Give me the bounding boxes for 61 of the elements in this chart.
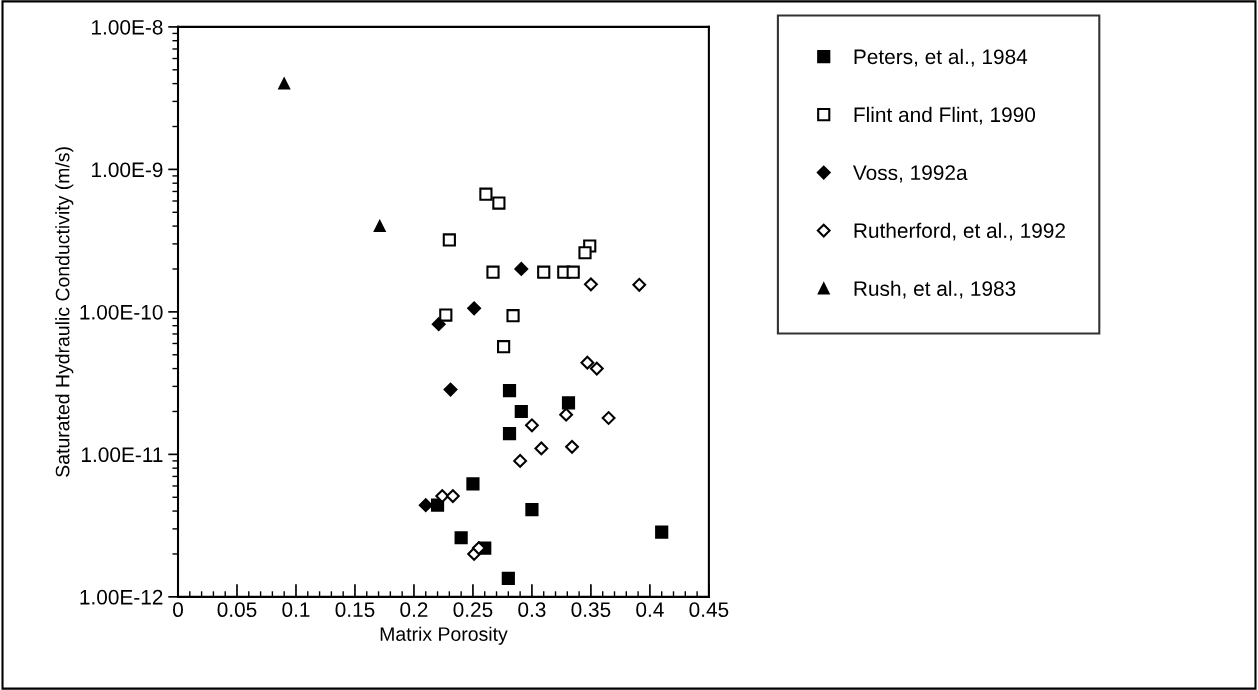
point: [497, 340, 511, 354]
point: [578, 246, 592, 260]
point: [466, 477, 480, 491]
x-tick-label: 0.2: [400, 602, 428, 618]
x-tick-label: 0.25: [453, 602, 493, 618]
point: [418, 498, 433, 513]
point: [566, 265, 580, 279]
point: [471, 541, 486, 555]
point: [502, 426, 517, 441]
point: [467, 301, 482, 316]
x-tick-label: 0.35: [571, 602, 611, 618]
point: [506, 309, 520, 323]
y-tick-label: 1.00E-8: [92, 19, 163, 35]
legend-label: Flint and Flint, 1990: [854, 106, 1036, 125]
y-tick-label: 1.00E-11: [82, 447, 163, 463]
legend-label: Rutherford, et al., 1992: [854, 222, 1065, 241]
point: [601, 411, 616, 425]
x-axis-title: Matrix Porosity: [380, 626, 508, 645]
point: [439, 308, 453, 322]
x-tick-label: 0.45: [689, 602, 729, 618]
point: [373, 220, 386, 232]
x-tick-label: 0.15: [335, 602, 375, 618]
point: [525, 502, 539, 517]
point: [583, 277, 598, 292]
x-tick-label: 0.1: [282, 602, 310, 618]
point: [501, 571, 515, 585]
point: [479, 187, 493, 201]
point: [443, 382, 458, 397]
point: [431, 317, 446, 332]
legend-label: Rush, et al., 1983: [854, 280, 1016, 299]
point: [580, 355, 595, 370]
point: [514, 404, 528, 419]
point: [561, 396, 576, 410]
y-tick-label: 1.00E-9: [92, 162, 163, 178]
point: [524, 418, 539, 433]
point: [502, 384, 517, 398]
point: [565, 439, 579, 454]
legend-label: Voss, 1992a: [852, 165, 968, 183]
y-tick-label: 1.00E-10: [80, 304, 163, 320]
point: [534, 441, 549, 456]
point: [589, 361, 604, 376]
point: [492, 196, 506, 210]
point: [513, 453, 528, 468]
point: [454, 531, 468, 545]
point: [435, 489, 450, 503]
point: [514, 262, 529, 276]
x-tick-label: 0: [173, 602, 183, 618]
point: [486, 265, 500, 279]
point: [445, 489, 460, 503]
legend-label: Peters, et al., 1984: [854, 48, 1028, 67]
x-tick-label: 0.4: [636, 602, 664, 618]
point: [559, 407, 574, 422]
y-tick-label: 1.00E-12: [80, 589, 163, 605]
point: [537, 265, 551, 279]
point: [655, 525, 669, 539]
point: [632, 277, 647, 292]
x-tick-label: 0.05: [217, 602, 257, 618]
y-axis-title: Saturated Hydraulic Conductivity (m/s): [55, 147, 74, 477]
x-tick-label: 0.3: [518, 602, 546, 618]
point: [442, 233, 456, 247]
point: [278, 77, 291, 90]
